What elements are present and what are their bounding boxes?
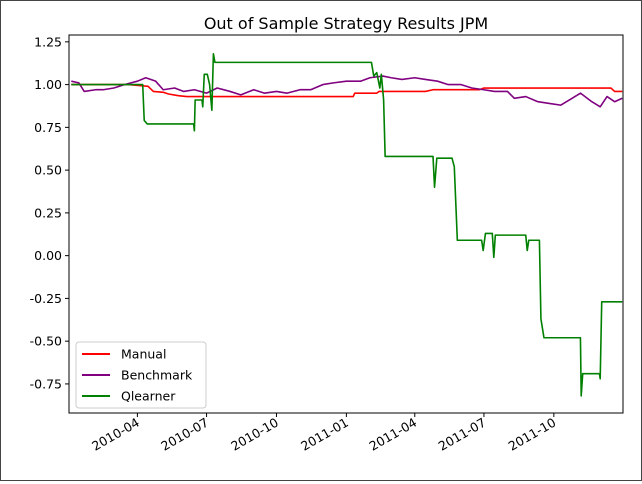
x-tick-label: 2010-04 bbox=[89, 415, 142, 454]
y-tick-label: -0.25 bbox=[30, 291, 62, 306]
x-tick-label: 2010-10 bbox=[228, 415, 281, 454]
legend-label-qlearner: Qlearner bbox=[121, 389, 176, 404]
x-tick-label: 2010-07 bbox=[158, 415, 211, 454]
y-tick-label: -0.50 bbox=[30, 334, 62, 349]
y-axis: 1.25 1.00 0.75 0.50 0.25 0.00 -0.25 -0.50 -0.75 bbox=[30, 34, 69, 391]
y-tick-label: 1.00 bbox=[34, 77, 62, 92]
legend-label-manual: Manual bbox=[121, 347, 166, 362]
x-tick-label: 2011-01 bbox=[298, 415, 351, 454]
series-line-manual bbox=[71, 83, 623, 98]
legend: Manual Benchmark Qlearner bbox=[75, 341, 207, 409]
chart-title: Out of Sample Strategy Results JPM bbox=[204, 14, 488, 33]
y-tick-label: 0.25 bbox=[34, 205, 62, 220]
series-line-benchmark bbox=[71, 75, 623, 108]
y-tick-label: 0.00 bbox=[34, 248, 62, 263]
series-layer bbox=[71, 53, 623, 397]
y-tick-label: 1.25 bbox=[34, 34, 62, 49]
legend-label-benchmark: Benchmark bbox=[121, 368, 193, 383]
x-tick-label: 2011-10 bbox=[506, 415, 559, 454]
legend-box bbox=[75, 341, 207, 409]
y-tick-label: -0.75 bbox=[30, 376, 62, 391]
x-tick-label: 2011-07 bbox=[436, 415, 489, 454]
y-tick-label: 0.50 bbox=[34, 163, 62, 178]
x-axis: 2010-04 2010-07 2010-10 2011-01 2011-04 2011-… bbox=[89, 413, 558, 454]
series-line-qlearner bbox=[71, 53, 623, 397]
y-tick-label: 0.75 bbox=[34, 120, 62, 135]
x-tick-label: 2011-04 bbox=[367, 415, 420, 454]
